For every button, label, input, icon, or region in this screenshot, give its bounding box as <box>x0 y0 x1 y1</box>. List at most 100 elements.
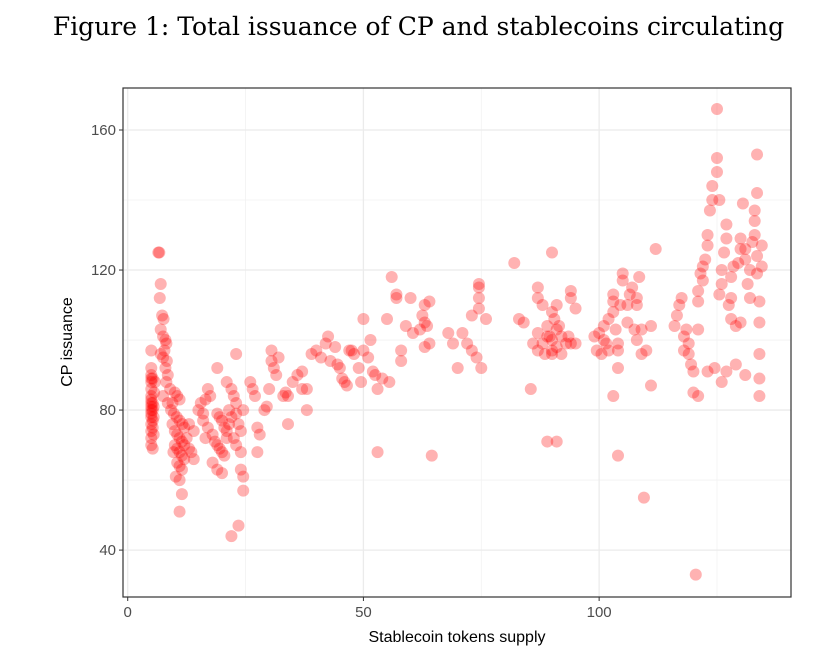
x-tick-label: 100 <box>587 604 612 621</box>
data-point <box>564 337 577 350</box>
data-point <box>175 435 188 448</box>
data-point <box>713 194 726 207</box>
data-point <box>746 236 759 249</box>
data-point <box>715 376 728 389</box>
data-point <box>753 295 766 308</box>
axis-ticks: 0 50 100 40 80 120 160 <box>91 122 612 621</box>
data-point <box>611 449 624 462</box>
data-point <box>390 288 403 301</box>
data-point <box>156 309 169 322</box>
data-point <box>562 330 575 343</box>
data-point <box>251 446 264 459</box>
data-point <box>465 344 478 357</box>
data-point <box>644 320 657 333</box>
data-point <box>173 432 186 445</box>
data-point <box>146 414 159 427</box>
data-point <box>146 372 159 385</box>
data-point <box>708 362 721 375</box>
data-point <box>227 432 240 445</box>
data-point <box>725 313 738 326</box>
data-point <box>692 285 705 298</box>
data-point <box>215 467 228 480</box>
data-point <box>689 568 702 581</box>
data-point <box>232 418 245 431</box>
data-point <box>225 530 238 543</box>
data-point <box>296 383 309 396</box>
data-point <box>147 411 160 424</box>
data-point <box>173 460 186 473</box>
data-point <box>324 355 337 368</box>
data-point <box>366 365 379 378</box>
data-point <box>237 404 250 417</box>
data-point <box>168 386 181 399</box>
data-point <box>395 355 408 368</box>
data-point <box>531 327 544 340</box>
data-point <box>338 376 351 389</box>
data-point <box>199 393 212 406</box>
data-point <box>541 435 554 448</box>
data-point <box>206 428 219 441</box>
data-point <box>649 243 662 256</box>
data-point <box>706 194 719 207</box>
data-point <box>743 292 756 305</box>
data-point <box>286 376 299 389</box>
x-axis-label: Stablecoin tokens supply <box>369 629 546 646</box>
data-point <box>609 323 622 336</box>
data-point <box>171 442 184 455</box>
data-point <box>541 330 554 343</box>
data-point <box>145 400 158 413</box>
data-point <box>694 267 707 280</box>
data-point <box>751 148 764 161</box>
data-point <box>406 327 419 340</box>
data-point <box>319 337 332 350</box>
data-point <box>237 470 250 483</box>
data-point <box>616 274 629 287</box>
gridlines <box>123 88 791 597</box>
data-point <box>355 376 368 389</box>
data-point <box>223 418 236 431</box>
data-point <box>145 411 158 424</box>
data-point <box>154 348 167 361</box>
data-point <box>517 316 530 329</box>
data-point <box>246 383 259 396</box>
data-point <box>194 397 207 410</box>
data-point <box>300 383 313 396</box>
data-point <box>456 327 469 340</box>
data-point <box>751 267 764 280</box>
data-point <box>685 358 698 371</box>
data-point <box>399 320 412 333</box>
data-point <box>178 421 191 434</box>
data-point <box>145 407 158 420</box>
data-point <box>442 327 455 340</box>
data-point <box>741 278 754 291</box>
data-point <box>371 446 384 459</box>
data-point <box>157 351 170 364</box>
data-point <box>677 344 690 357</box>
data-point <box>182 442 195 455</box>
data-point <box>590 344 603 357</box>
data-point <box>602 344 615 357</box>
data-point <box>465 309 478 322</box>
data-point <box>531 344 544 357</box>
data-point <box>171 390 184 403</box>
data-point <box>157 313 170 326</box>
data-point <box>168 439 181 452</box>
data-point <box>182 418 195 431</box>
data-point <box>611 344 624 357</box>
data-point <box>197 407 210 420</box>
data-point <box>218 421 231 434</box>
data-point <box>371 383 384 396</box>
data-point <box>720 232 733 245</box>
data-point <box>751 250 764 263</box>
data-point <box>146 404 159 417</box>
data-point <box>230 439 243 452</box>
data-point <box>696 274 709 287</box>
data-point <box>237 484 250 497</box>
data-point <box>148 386 161 399</box>
data-point <box>413 323 426 336</box>
data-point <box>159 362 172 375</box>
data-point <box>161 397 174 410</box>
data-point <box>248 390 261 403</box>
data-point <box>600 337 613 350</box>
data-point <box>418 341 431 354</box>
